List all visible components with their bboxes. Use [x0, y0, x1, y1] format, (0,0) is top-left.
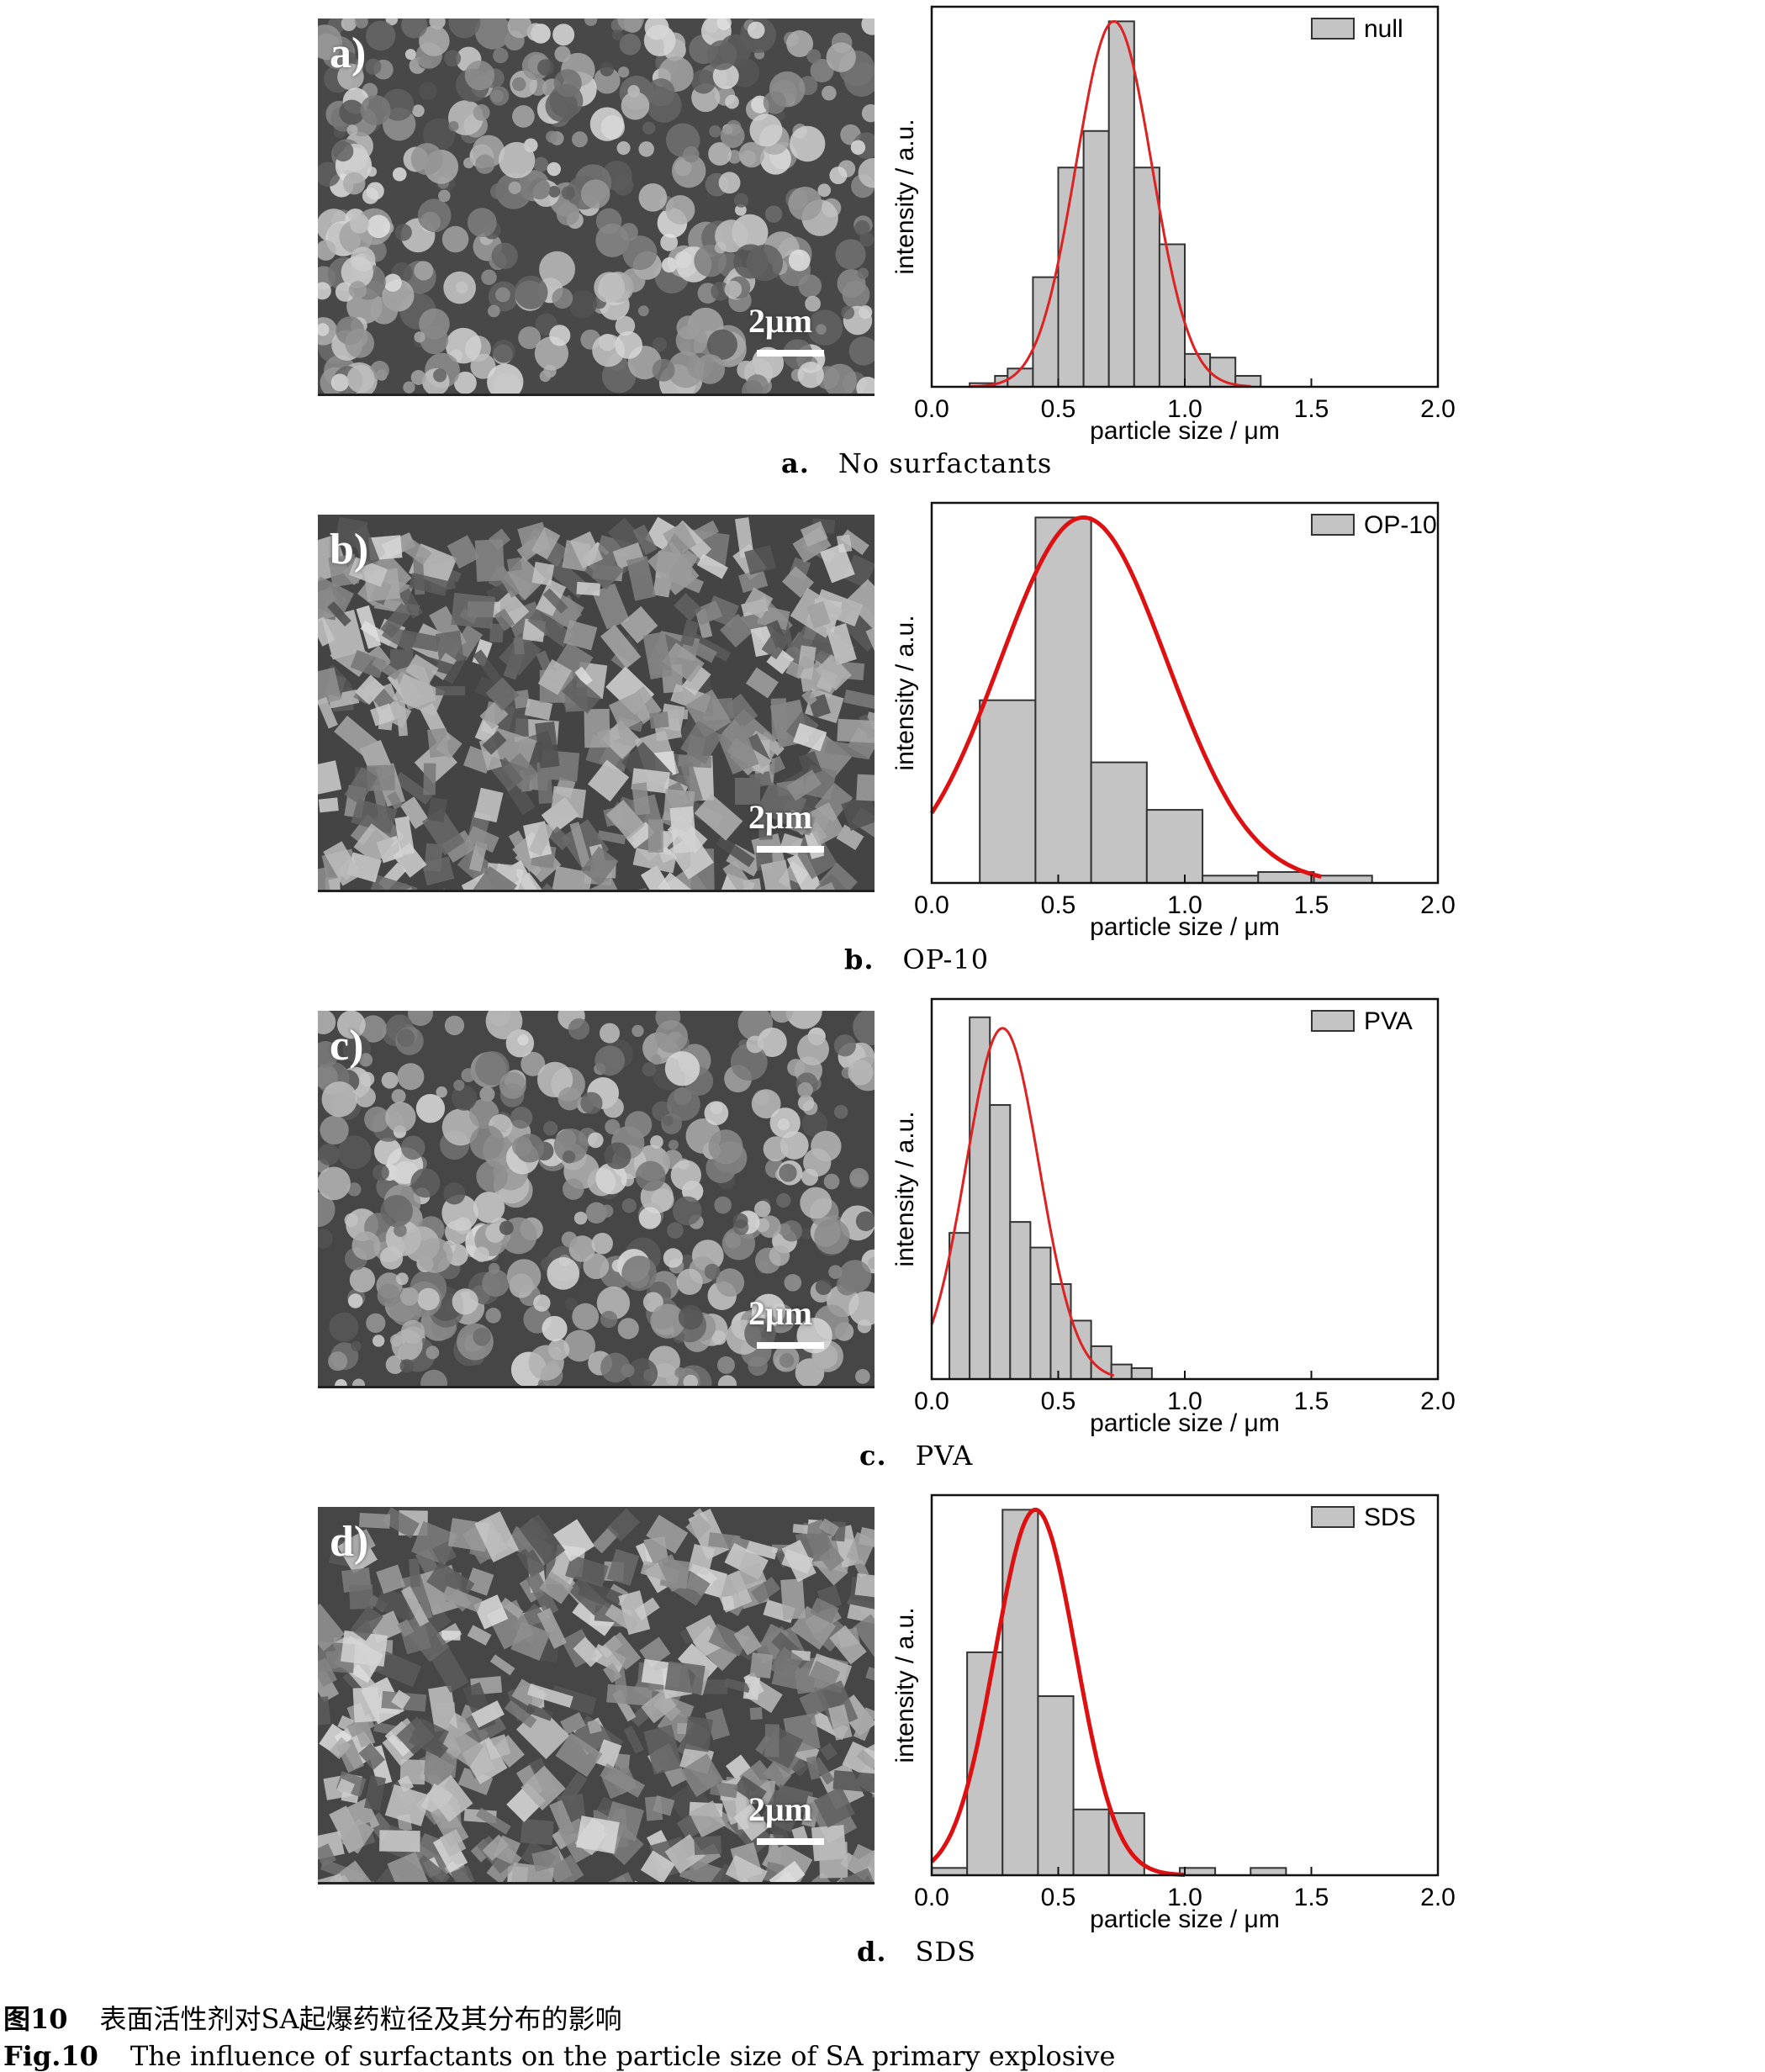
histogram-bar	[1112, 1365, 1132, 1379]
panel-caption-text: PVA	[916, 1440, 974, 1472]
y-axis-label: intensity / a.u.	[891, 1607, 919, 1763]
panel-caption-letter: d.	[857, 1936, 887, 1968]
x-tick-label: 1.5	[1294, 891, 1329, 919]
legend-swatch	[1312, 18, 1354, 39]
x-tick-label: 1.5	[1294, 395, 1329, 423]
panel-caption-text: No surfactants	[838, 447, 1052, 479]
figure-label-en: Fig.10	[3, 2040, 98, 2072]
x-tick-label: 0.0	[914, 1884, 949, 1911]
histogram-bar	[1132, 1368, 1152, 1379]
panel-caption: d. SDS	[857, 1936, 976, 1968]
x-tick-label: 0.0	[914, 1388, 949, 1415]
panel-caption-text: SDS	[916, 1936, 977, 1968]
histogram-bar	[1160, 245, 1185, 388]
panel-caption-letter: c.	[859, 1440, 887, 1472]
histogram-bar	[1035, 517, 1091, 883]
histogram-bar	[1084, 131, 1109, 387]
histogram-bar	[1147, 810, 1202, 883]
x-tick-label: 0.5	[1041, 395, 1076, 423]
panel-letter: a)	[330, 29, 366, 78]
histogram-bar	[1030, 1248, 1050, 1379]
histogram-bar	[1038, 1696, 1073, 1875]
x-tick-label: 0.0	[914, 395, 949, 423]
histogram-bar	[1091, 763, 1147, 883]
x-tick-label: 1.5	[1294, 1884, 1329, 1911]
panel-letter: d)	[330, 1517, 368, 1567]
x-tick-label: 2.0	[1420, 1388, 1456, 1415]
legend-label: PVA	[1364, 1007, 1413, 1035]
scale-bar	[757, 1838, 824, 1845]
x-tick-label: 2.0	[1420, 1884, 1456, 1911]
panel-caption-letter: a.	[781, 447, 810, 479]
panel-caption-letter: b.	[844, 944, 875, 975]
histogram-bar	[1134, 167, 1160, 387]
x-tick-label: 0.5	[1041, 1884, 1076, 1911]
y-axis-label: intensity / a.u.	[891, 119, 919, 274]
figure-title-en: The influence of surfactants on the part…	[130, 2040, 1115, 2072]
scale-bar	[757, 846, 824, 853]
scale-bar	[757, 350, 824, 357]
scale-bar	[757, 1342, 824, 1349]
histogram-bar	[970, 1018, 990, 1379]
figure-caption-cn: 图10 表面活性剂对SA起爆药粒径及其分布的影响	[3, 1998, 622, 2037]
histogram-bar	[1010, 1222, 1030, 1379]
x-tick-label: 0.0	[914, 891, 949, 919]
figure-caption-en: Fig.10 The influence of surfactants on th…	[3, 2040, 1115, 2072]
legend-label: null	[1364, 15, 1403, 43]
panel-letter: b)	[330, 525, 368, 574]
y-axis-label: intensity / a.u.	[891, 1111, 919, 1266]
figure-label-cn: 图10	[3, 2003, 68, 2035]
x-axis-label: particle size / μm	[1090, 1409, 1280, 1437]
legend-label: SDS	[1364, 1504, 1416, 1531]
histogram-bar	[1002, 1509, 1038, 1875]
panel-caption: b. OP-10	[844, 944, 989, 975]
legend-swatch	[1312, 1011, 1354, 1031]
panel-caption: a. No surfactants	[781, 447, 1052, 479]
x-tick-label: 1.5	[1294, 1388, 1329, 1415]
histogram-bar	[1314, 875, 1372, 883]
x-tick-label: 2.0	[1420, 891, 1456, 919]
legend-label: OP-10	[1364, 511, 1437, 539]
panel-caption-text: OP-10	[903, 944, 990, 975]
histogram-bar	[990, 1105, 1010, 1379]
histogram-bar	[1185, 354, 1210, 387]
scale-bar-label: 2μm	[748, 1789, 812, 1829]
histogram-bar	[1109, 21, 1134, 387]
x-tick-label: 2.0	[1420, 395, 1456, 423]
x-axis-label: particle size / μm	[1090, 913, 1280, 941]
x-tick-label: 0.5	[1041, 1388, 1076, 1415]
panel-letter: c)	[330, 1021, 363, 1070]
histogram-bar	[949, 1233, 970, 1379]
histogram-bar	[980, 700, 1035, 883]
scale-bar-label: 2μm	[748, 1293, 812, 1333]
scale-bar-label: 2μm	[748, 301, 812, 341]
histogram-bar	[1202, 875, 1258, 883]
scale-bar-label: 2μm	[748, 797, 812, 837]
legend-swatch	[1312, 515, 1354, 535]
x-axis-label: particle size / μm	[1090, 417, 1280, 445]
histogram-bar	[1210, 357, 1235, 387]
histogram-bar	[1050, 1284, 1070, 1379]
histogram-bar	[1074, 1810, 1109, 1875]
y-axis-label: intensity / a.u.	[891, 615, 919, 770]
histogram-bar	[932, 1868, 967, 1875]
figure-title-cn: 表面活性剂对SA起爆药粒径及其分布的影响	[100, 2003, 622, 2035]
histogram-bar	[1250, 1868, 1286, 1875]
legend-swatch	[1312, 1507, 1354, 1527]
panel-caption: c. PVA	[859, 1440, 973, 1472]
x-tick-label: 0.5	[1041, 891, 1076, 919]
histogram-bar	[1033, 278, 1058, 387]
x-axis-label: particle size / μm	[1090, 1906, 1280, 1933]
